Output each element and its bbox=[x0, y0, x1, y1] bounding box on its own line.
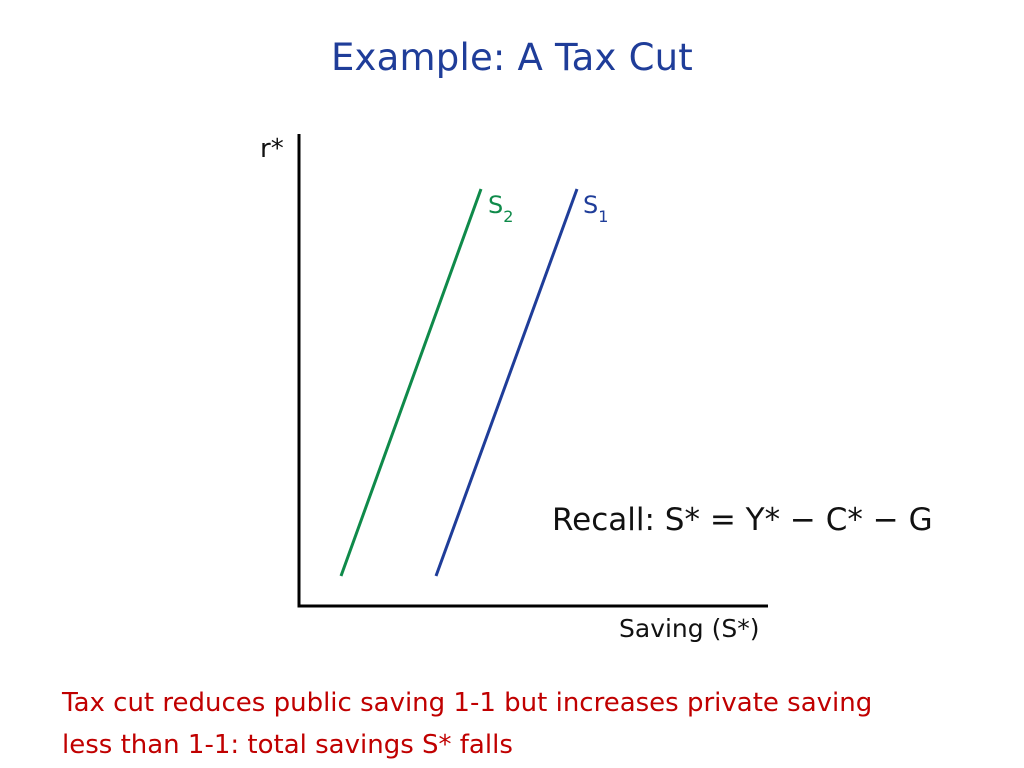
slide-title: Example: A Tax Cut bbox=[330, 36, 694, 79]
curve-label-s2: S2 bbox=[488, 191, 513, 226]
curve-label-s2-base: S bbox=[488, 191, 503, 219]
curve-label-s1: S1 bbox=[583, 191, 608, 226]
x-axis-label: Saving (S*) bbox=[619, 614, 759, 643]
saving-curve-s1 bbox=[434, 188, 579, 577]
saving-curve-s2 bbox=[339, 188, 483, 577]
curve-label-s1-subscript: 1 bbox=[598, 207, 608, 226]
recall-equation: Recall: S* = Y* − C* − G bbox=[552, 502, 933, 538]
caption-line-2: less than 1-1: total savings S* falls bbox=[62, 730, 513, 760]
curve-label-s1-base: S bbox=[583, 191, 598, 219]
caption-line-1: Tax cut reduces public saving 1-1 but in… bbox=[62, 688, 873, 718]
caption: Tax cut reduces public saving 1-1 but in… bbox=[62, 682, 962, 766]
y-axis-label: r* bbox=[260, 134, 284, 164]
curve-label-s2-subscript: 2 bbox=[503, 207, 513, 226]
